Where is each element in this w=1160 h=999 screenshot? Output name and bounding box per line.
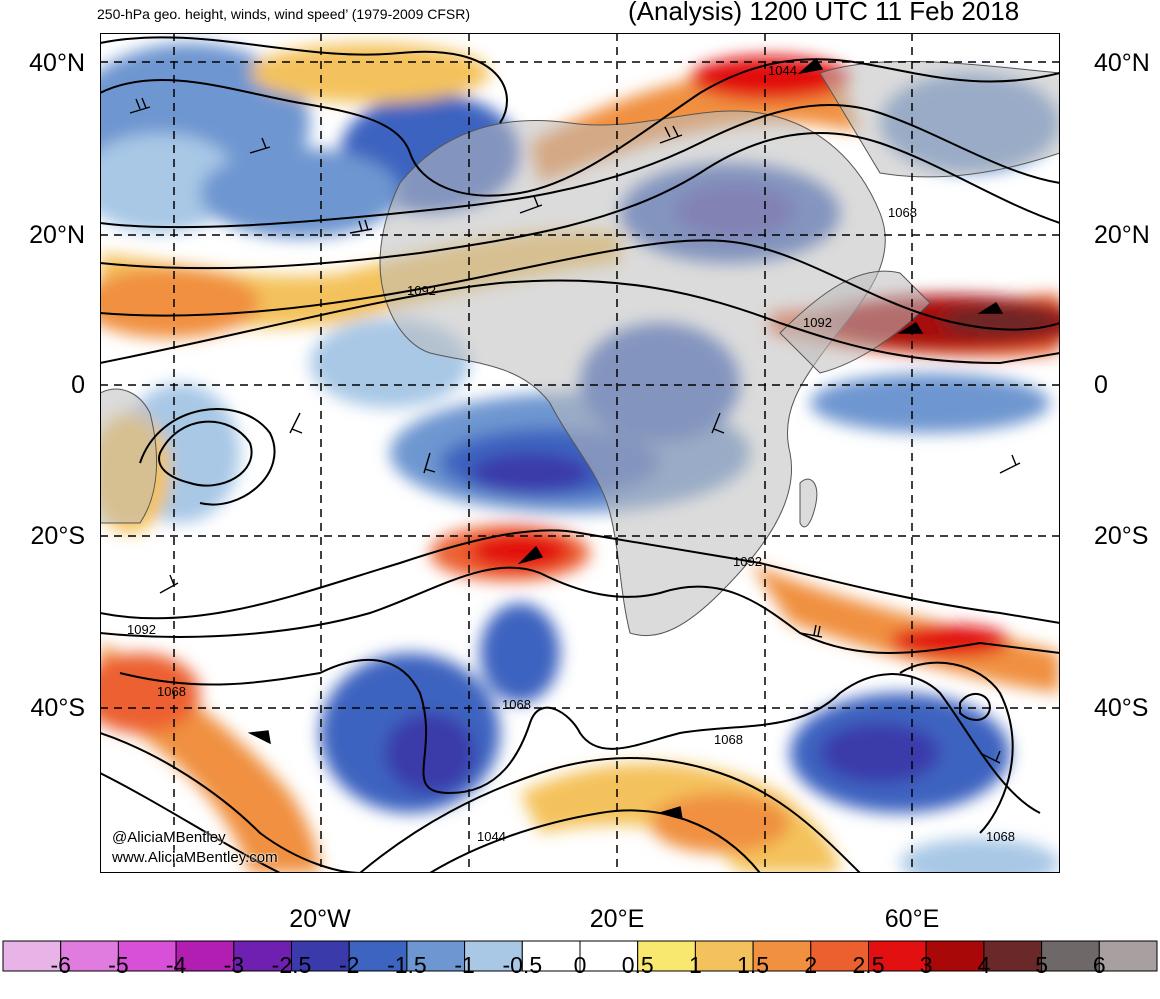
map-subtitle: 250-hPa geo. height, winds, wind speed’ … xyxy=(97,6,471,22)
lat-label-right: 20°S xyxy=(1094,522,1149,550)
colorbar-label: -0.5 xyxy=(502,952,543,978)
lon-label: 20°W xyxy=(289,905,351,933)
contour-label: 1068 xyxy=(502,697,531,712)
lat-label-right: 40°N xyxy=(1094,49,1150,77)
lon-label: 20°E xyxy=(589,905,645,933)
colorbar-label: 1 xyxy=(688,952,702,978)
map-title: (Analysis) 1200 UTC 11 Feb 2018 xyxy=(628,0,1020,26)
contour-label: 1068 xyxy=(157,684,186,699)
contour-label: 1092 xyxy=(803,315,832,330)
colorbar-label: 5 xyxy=(1035,952,1048,978)
wind-barbs xyxy=(129,57,1021,820)
contour-label: 1068 xyxy=(986,829,1015,844)
contour-label: 1092 xyxy=(733,554,762,569)
colorbar-label: 4 xyxy=(977,952,991,978)
colorbar-cell xyxy=(983,940,1043,972)
lon-label: 60°E xyxy=(884,905,940,933)
colorbar-label: 6 xyxy=(1092,952,1106,978)
colorbar-label: -2.5 xyxy=(271,952,312,978)
colorbar-label: -1 xyxy=(454,952,475,978)
colorbar-label: -4 xyxy=(165,952,187,978)
contour-label: 1068 xyxy=(888,205,917,220)
lat-label-left: 0 xyxy=(71,371,85,399)
lat-label-right: 40°S xyxy=(1094,694,1149,722)
colorbar-label: 0.5 xyxy=(621,952,654,978)
lat-label-left: 40°N xyxy=(29,49,85,77)
contour-label: 1068 xyxy=(714,732,743,747)
colorbar-label: -5 xyxy=(108,952,129,978)
weather-map: 1044 1068 1092 1092 1092 1092 1068 1068 … xyxy=(100,33,1060,873)
land-masses xyxy=(100,60,1060,637)
contour-label: 1092 xyxy=(407,283,436,298)
credit-handle: @AliciaMBentley xyxy=(112,829,226,846)
credit-website: www.AliciaMBentley.com xyxy=(112,849,278,866)
contour-labels: 1044 1068 1092 1092 1092 1092 1068 1068 … xyxy=(127,63,1015,844)
colorbar-label: -3 xyxy=(223,952,245,978)
lat-label-right: 20°N xyxy=(1094,221,1150,249)
contour-label: 1044 xyxy=(477,829,506,844)
colorbar-cell xyxy=(1098,940,1158,972)
colorbar-label: -1.5 xyxy=(387,952,427,978)
colorbar-label: 2.5 xyxy=(852,952,885,978)
colorbar-cell xyxy=(1041,940,1100,972)
lat-label-left: 20°S xyxy=(30,522,85,550)
lat-label-right: 0 xyxy=(1094,371,1108,399)
colorbar-label: 1.5 xyxy=(737,952,770,978)
height-contours xyxy=(100,36,1060,873)
colorbar-label: -2 xyxy=(338,952,360,978)
colorbar-label: 3 xyxy=(919,952,933,978)
map-frame xyxy=(100,33,1060,873)
lat-label-left: 40°S xyxy=(30,694,85,722)
lat-lon-grid xyxy=(100,33,1060,873)
lat-label-left: 20°N xyxy=(29,221,85,249)
colorbar-label: 2 xyxy=(804,952,818,978)
contour-label: 1044 xyxy=(768,63,797,78)
contour-label: 1092 xyxy=(127,622,156,637)
colorbar-label: -6 xyxy=(50,952,71,978)
colorbar-label: 0 xyxy=(573,952,587,978)
colorbar-cell xyxy=(925,940,985,972)
